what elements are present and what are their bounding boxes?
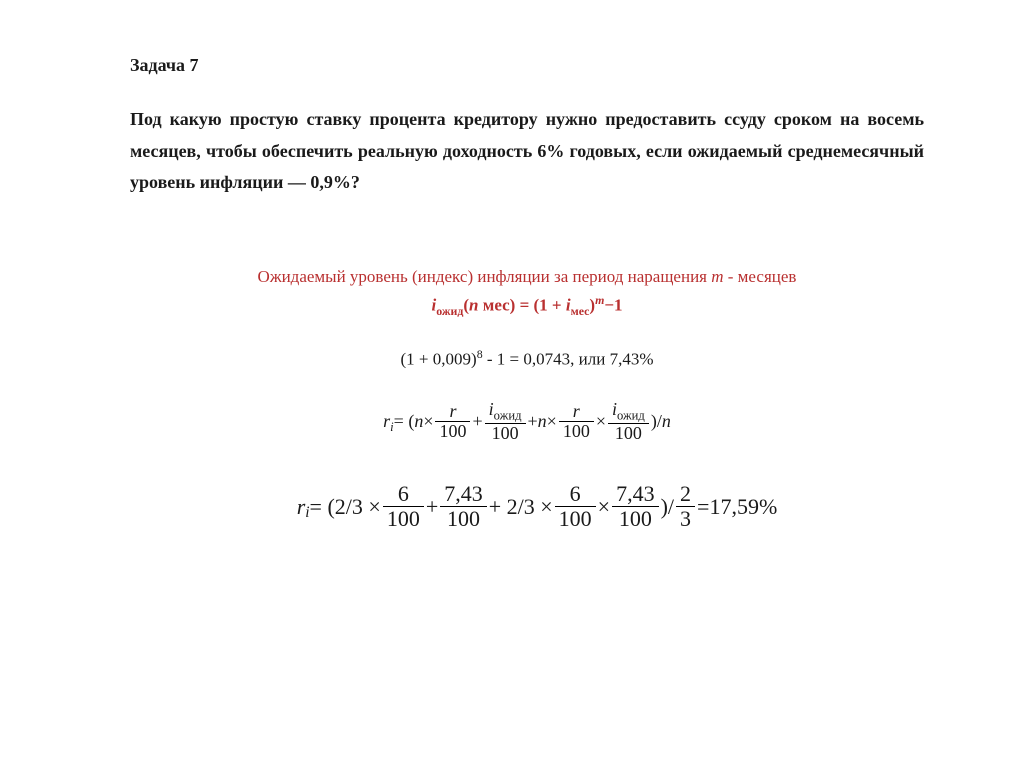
eq2-r: r	[297, 494, 306, 520]
problem-statement: Под какую простую ставку процента кредит…	[130, 104, 924, 199]
eq2-f3-den: 100	[555, 507, 596, 531]
eq1-f4-num: iожид	[608, 400, 649, 424]
formula-rhs-open: (1 +	[534, 296, 566, 315]
eq1-times1: ×	[423, 411, 433, 432]
inflation-formula: iожид(n мес) = (1 + iмес)m−1	[130, 293, 924, 319]
eq2-f3-num: 6	[555, 482, 596, 507]
eq1-f2-sub: ожид	[494, 408, 522, 422]
eq1-f1-num: r	[435, 402, 470, 423]
eq2-f4-num: 7,43	[612, 482, 659, 507]
general-formula: ri = (n × r100 + iожид100 + n × r100 × i…	[130, 400, 924, 444]
eq1-f4-sub: ожид	[617, 408, 645, 422]
eq1-open: = (	[394, 411, 415, 432]
eq1-times3: ×	[596, 411, 606, 432]
eq2-frac5: 23	[676, 482, 695, 531]
eq1-plus1: +	[472, 411, 482, 432]
eq1-frac2: iожид100	[485, 400, 526, 444]
eq2-open: = (2/3 ×	[310, 494, 381, 520]
formula-minus: −1	[604, 296, 622, 315]
numeric-formula: ri = (2/3 × 6100 + 7,43100 + 2/3 × 6100 …	[130, 482, 924, 531]
eq2-mid: + 2/3 ×	[489, 494, 553, 520]
eq1-f3-den: 100	[559, 422, 594, 442]
eq2-f5-den: 3	[676, 507, 695, 531]
formula-eq: =	[515, 296, 533, 315]
calculation-line: (1 + 0,009)8 - 1 = 0,0743, или 7,43%	[130, 347, 924, 370]
eq1-frac4: iожид100	[608, 400, 649, 444]
calc-base: (1 + 0,009)	[401, 350, 477, 369]
eq2-frac1: 6100	[383, 482, 424, 531]
eq1-f2-num: iожид	[485, 400, 526, 424]
eq1-plus2: +	[528, 411, 538, 432]
explain-text-2: - месяцев	[724, 267, 797, 286]
explain-text-1: Ожидаемый уровень (индекс) инфляции за п…	[258, 267, 712, 286]
eq1-frac1: r100	[435, 402, 470, 443]
eq1-n2: n	[538, 411, 547, 432]
formula-i-sub: ожид	[436, 304, 463, 318]
eq2-f5-num: 2	[676, 482, 695, 507]
eq1-f1-den: 100	[435, 422, 470, 442]
eq2-frac2: 7,43100	[440, 482, 487, 531]
eq1-r: r	[383, 411, 390, 432]
eq2-frac3: 6100	[555, 482, 596, 531]
eq1-n1: n	[414, 411, 423, 432]
eq1-close: )/	[651, 411, 662, 432]
eq2-f2-den: 100	[440, 507, 487, 531]
eq2-f1-num: 6	[383, 482, 424, 507]
formula-rhs-sub: мес	[571, 304, 590, 318]
eq2-plus1: +	[426, 494, 438, 520]
problem-title: Задача 7	[130, 55, 924, 76]
calc-rest: - 1 = 0,0743, или 7,43%	[483, 350, 654, 369]
eq2-times: ×	[598, 494, 610, 520]
eq2-f1-den: 100	[383, 507, 424, 531]
eq1-n3: n	[662, 411, 671, 432]
eq2-frac4: 7,43100	[612, 482, 659, 531]
eq1-frac3: r100	[559, 402, 594, 443]
formula-mes: мес	[479, 296, 510, 315]
formula-n: n	[469, 296, 478, 315]
eq1-f3-num: r	[559, 402, 594, 423]
formula-pow: m	[595, 293, 604, 307]
eq2-result: =17,59%	[697, 494, 777, 520]
eq1-times2: ×	[547, 411, 557, 432]
eq2-f4-den: 100	[612, 507, 659, 531]
explanation-line: Ожидаемый уровень (индекс) инфляции за п…	[130, 264, 924, 290]
eq1-f4-den: 100	[608, 424, 649, 444]
eq1-f2-den: 100	[485, 424, 526, 444]
explain-m: m	[711, 267, 723, 286]
eq2-f2-num: 7,43	[440, 482, 487, 507]
eq2-close: )/	[661, 494, 674, 520]
